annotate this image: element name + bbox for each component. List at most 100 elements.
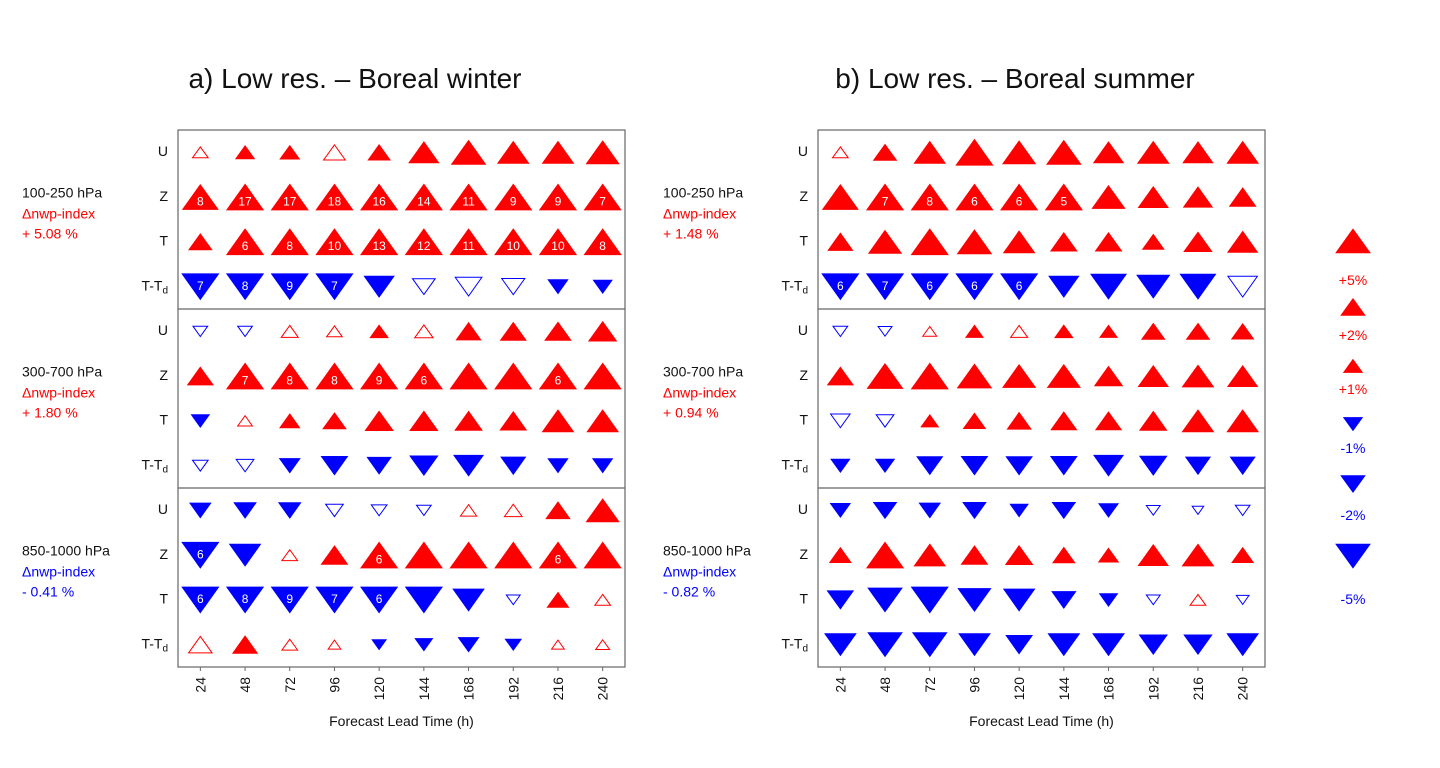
score-triangle xyxy=(546,591,570,608)
score-triangle xyxy=(190,414,211,428)
score-triangle xyxy=(956,363,993,389)
score-triangle xyxy=(587,320,618,342)
score-triangle xyxy=(872,502,898,520)
row-label: T-Td xyxy=(781,277,808,296)
cell-value: 8 xyxy=(286,373,293,387)
score-triangle xyxy=(1093,454,1125,477)
cell-value: 7 xyxy=(882,194,889,208)
nwp-index-value: - 0.41 % xyxy=(22,584,74,600)
score-triangle xyxy=(225,273,265,301)
score-triangle xyxy=(277,502,302,519)
score-triangle xyxy=(826,590,855,610)
row-label: Z xyxy=(159,546,168,562)
score-triangle xyxy=(547,279,569,295)
score-triangle xyxy=(496,140,530,164)
row-label: T-Td xyxy=(781,635,808,654)
x-tick-label: 168 xyxy=(461,677,477,701)
score-triangle xyxy=(369,324,389,339)
score-triangle xyxy=(188,233,213,251)
score-triangle xyxy=(910,273,949,301)
score-triangle xyxy=(189,502,212,519)
score-triangle xyxy=(1004,544,1034,565)
score-triangle xyxy=(494,228,533,256)
score-triangle xyxy=(270,362,309,390)
score-triangle xyxy=(370,504,388,517)
score-triangle xyxy=(499,410,528,431)
score-triangle xyxy=(538,228,578,256)
score-triangle xyxy=(1137,543,1169,566)
score-triangle xyxy=(1226,230,1259,253)
cell-value: 7 xyxy=(197,279,204,293)
score-triangle xyxy=(320,545,349,565)
score-triangle xyxy=(505,594,522,606)
x-tick-label: 96 xyxy=(326,677,342,693)
score-triangle xyxy=(918,502,942,519)
cell-value: 8 xyxy=(197,194,204,208)
panel-850-1000 hPa: 850-1000 hPa Δnwp-index - 0.82 % U Z T T-Td xyxy=(663,501,1260,658)
score-triangle xyxy=(360,586,399,614)
x-tick-label: 96 xyxy=(966,677,982,693)
x-tick-label: 216 xyxy=(1190,677,1206,701)
score-triangle xyxy=(360,541,399,569)
x-tick-label: 120 xyxy=(1011,677,1027,701)
score-triangle xyxy=(910,362,949,390)
level-label: 300-700 hPa xyxy=(663,364,743,380)
x-tick-label: 240 xyxy=(595,677,611,701)
score-triangle xyxy=(913,140,947,164)
cell-value: 7 xyxy=(882,279,889,293)
row-label: U xyxy=(798,322,808,338)
score-triangle xyxy=(1179,273,1217,300)
score-triangle xyxy=(1000,183,1039,211)
score-triangle xyxy=(225,183,265,211)
score-triangle xyxy=(957,588,992,613)
row-label: T xyxy=(799,591,808,607)
score-triangle xyxy=(270,586,309,614)
score-triangle xyxy=(1050,411,1078,431)
score-triangle xyxy=(538,183,578,211)
score-triangle xyxy=(500,278,526,296)
score-triangle xyxy=(545,501,571,520)
score-triangle xyxy=(234,145,256,160)
score-triangle xyxy=(1051,502,1077,520)
score-triangle xyxy=(449,183,488,211)
cell-value: 6 xyxy=(555,552,562,566)
score-triangle xyxy=(867,229,903,254)
score-triangle xyxy=(360,228,399,256)
score-triangle xyxy=(1002,140,1037,165)
x-tick-label: 216 xyxy=(550,677,566,701)
nwp-index-label: Δnwp-index xyxy=(22,564,95,580)
score-triangle xyxy=(1136,274,1171,299)
score-triangle xyxy=(231,635,259,654)
x-tick-label: 144 xyxy=(416,677,432,701)
score-triangle xyxy=(315,362,354,390)
score-triangle xyxy=(910,183,949,211)
score-triangle xyxy=(1048,275,1080,298)
score-triangle xyxy=(1145,594,1162,606)
cell-value: 17 xyxy=(238,194,252,208)
score-triangle xyxy=(228,543,262,567)
score-triangle xyxy=(315,228,354,256)
score-triangle xyxy=(1141,233,1165,250)
score-triangle xyxy=(962,502,987,520)
score-triangle xyxy=(1231,546,1255,563)
cell-value: 6 xyxy=(376,552,383,566)
score-triangle xyxy=(1099,324,1119,338)
score-triangle xyxy=(404,362,443,390)
chart-frame xyxy=(817,129,1266,668)
cell-value: 7 xyxy=(331,279,338,293)
score-triangle xyxy=(413,324,435,339)
cell-value: 9 xyxy=(555,194,562,208)
level-label: 300-700 hPa xyxy=(22,364,102,380)
score-triangle xyxy=(367,143,391,161)
cell-value: 12 xyxy=(417,239,431,253)
score-triangle xyxy=(1184,456,1212,476)
score-triangle xyxy=(955,183,994,211)
score-triangle xyxy=(550,639,566,650)
score-triangle xyxy=(449,228,488,256)
score-triangle xyxy=(404,228,443,256)
score-triangle xyxy=(408,141,440,164)
score-triangle xyxy=(366,456,392,475)
score-triangle xyxy=(910,586,949,614)
cell-value: 11 xyxy=(462,194,475,208)
score-triangle xyxy=(1044,183,1083,211)
